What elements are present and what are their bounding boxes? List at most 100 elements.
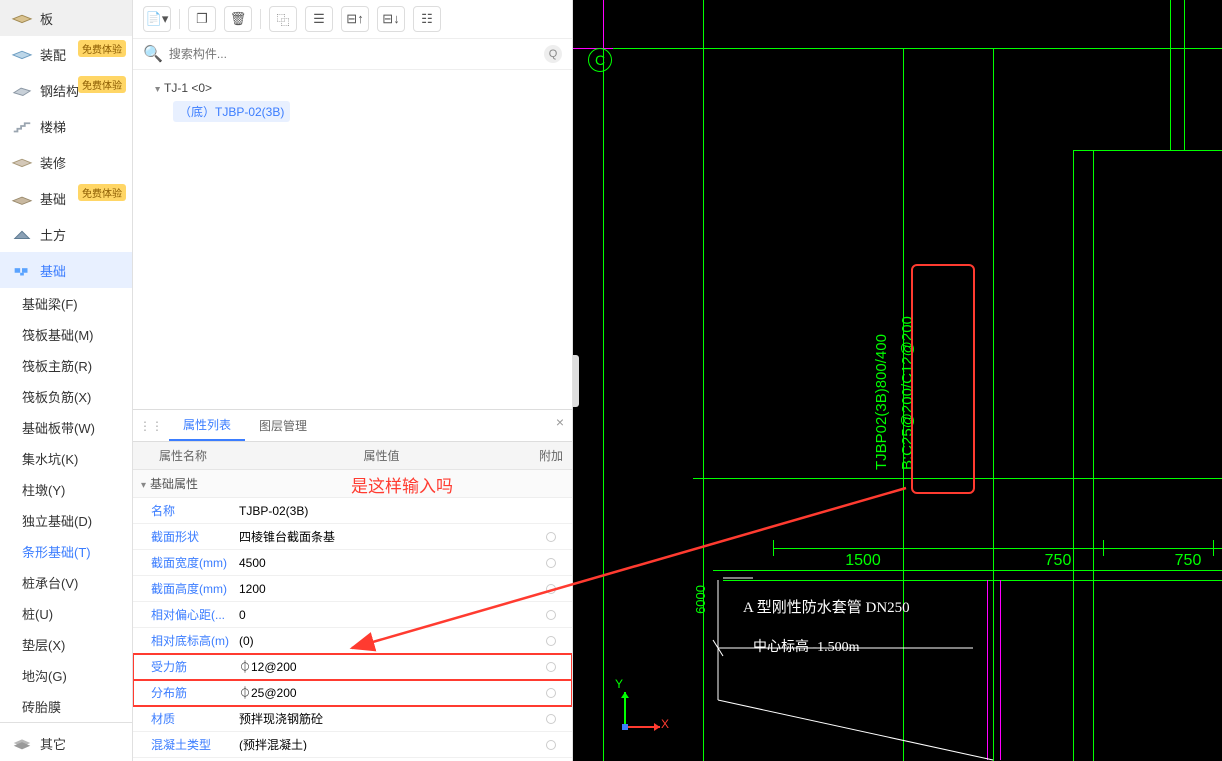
property-row[interactable]: 分布筋 [133,680,572,706]
property-row[interactable]: 混凝土类型 [133,732,572,758]
assembly-icon [10,44,34,64]
grid-line [573,48,1222,49]
sidebar-item-finish[interactable]: 装修 [0,144,132,180]
copy2-button[interactable]: ⿻ [269,6,297,32]
property-value[interactable] [233,734,530,755]
property-value[interactable] [233,526,530,547]
property-input[interactable] [239,582,524,596]
property-value[interactable] [233,682,530,703]
dim-tick [1213,540,1214,556]
grid-line [703,0,704,761]
lock-icon [546,636,556,646]
close-icon[interactable]: × [556,414,564,430]
property-input[interactable] [239,556,524,570]
sidebar-item-foundation2[interactable]: 基础 免费体验 [0,180,132,216]
magenta-line [1000,580,1001,760]
property-row[interactable]: 材质 [133,706,572,732]
search-icon: 🔍 [143,44,163,64]
new-button[interactable]: 📄▾ [143,6,171,32]
tree-leaf[interactable]: （底）TJBP-02(3B) [173,101,290,122]
sub-item[interactable]: 桩承台(V) [0,567,132,598]
free-badge: 免费体验 [78,40,126,57]
property-row[interactable]: 截面宽度(mm) [133,550,572,576]
property-value[interactable] [233,656,530,677]
property-value[interactable] [233,579,530,599]
property-input[interactable] [239,634,524,648]
free-badge: 免费体验 [78,76,126,93]
property-input[interactable] [239,504,524,518]
property-input[interactable] [239,711,524,725]
sub-item[interactable]: 柱墩(Y) [0,474,132,505]
sidebar-label: 钢结构 [40,81,79,100]
search-clear-button[interactable]: Q [544,45,562,63]
property-input[interactable] [239,737,524,751]
sidebar-item-earth[interactable]: 土方 [0,216,132,252]
sidebar-item-stair[interactable]: 楼梯 [0,108,132,144]
property-input[interactable] [239,659,524,673]
sub-item[interactable]: 筏板基础(M) [0,319,132,350]
search-input[interactable] [169,47,544,61]
sub-item[interactable]: 基础梁(F) [0,288,132,319]
splitter-handle[interactable] [573,355,579,407]
delete-button[interactable]: 🗑 [224,6,252,32]
grid-line [603,0,604,761]
property-value[interactable] [233,553,530,573]
magenta-line [603,0,604,48]
sidebar-other[interactable]: 其它 [0,722,132,761]
drag-handle-icon[interactable]: ⋮⋮ [133,415,169,437]
list-button[interactable]: ☷ [413,6,441,32]
sort-desc-button[interactable]: ⊟↓ [377,6,405,32]
component-tree[interactable]: TJ-1 <0> （底）TJBP-02(3B) [133,70,572,409]
property-input[interactable] [239,529,524,543]
property-name: 截面形状 [133,524,233,549]
sub-item[interactable]: 桩(U) [0,598,132,629]
sort-asc-button[interactable]: ⊟↑ [341,6,369,32]
sidebar-label: 基础 [40,189,66,208]
slab-icon [10,8,34,28]
property-row[interactable]: 截面形状 [133,524,572,550]
property-value[interactable] [233,631,530,651]
foundation-icon [10,260,34,280]
tree-root[interactable]: TJ-1 <0> [143,78,562,98]
separator [260,9,261,29]
cad-viewport[interactable]: C TJBP02(3B)800/400 B:C25@200/C12@200 15… [573,0,1222,761]
property-row[interactable]: 截面高度(mm) [133,576,572,602]
layer-button[interactable]: ☰ [305,6,333,32]
property-value[interactable] [233,605,530,625]
lock-icon [546,688,556,698]
property-row[interactable]: 受力筋 [133,654,572,680]
lock-icon [546,740,556,750]
sub-item[interactable]: 基础板带(W) [0,412,132,443]
property-row[interactable]: 名称 [133,498,572,524]
property-row[interactable]: 相对偏心距(... [133,602,572,628]
sidebar-item-foundation[interactable]: 基础 [0,252,132,288]
tab-layers[interactable]: 图层管理 [245,411,321,440]
sub-item-active[interactable]: 条形基础(T) [0,536,132,567]
sub-item[interactable]: 集水坑(K) [0,443,132,474]
dim-text: 750 [1163,552,1213,570]
grid-line [1073,150,1222,151]
sub-item[interactable]: 独立基础(D) [0,505,132,536]
grid-line [1170,0,1171,150]
dim-text-side: 6000 [693,585,708,614]
property-input[interactable] [239,608,524,622]
sidebar-item-steel[interactable]: 钢结构 免费体验 [0,72,132,108]
sub-item[interactable]: 垫层(X) [0,629,132,660]
grid-line [1093,150,1094,761]
property-name: 截面宽度(mm) [133,550,233,575]
copy-button[interactable]: ❐ [188,6,216,32]
dim-text: 1500 [823,552,903,570]
tab-properties[interactable]: 属性列表 [169,410,245,441]
property-row[interactable]: 相对底标高(m) [133,628,572,654]
sidebar-item-slab[interactable]: 板 [0,0,132,36]
property-group[interactable]: 基础属性 [133,470,572,498]
property-value[interactable] [233,501,530,521]
axis-indicator: X Y [615,687,665,737]
sub-item[interactable]: 筏板负筋(X) [0,381,132,412]
sub-item[interactable]: 砖胎膜 [0,691,132,722]
property-value[interactable] [233,708,530,729]
property-input[interactable] [239,685,524,699]
sidebar-item-assembly[interactable]: 装配 免费体验 [0,36,132,72]
sub-item[interactable]: 地沟(G) [0,660,132,691]
sub-item[interactable]: 筏板主筋(R) [0,350,132,381]
